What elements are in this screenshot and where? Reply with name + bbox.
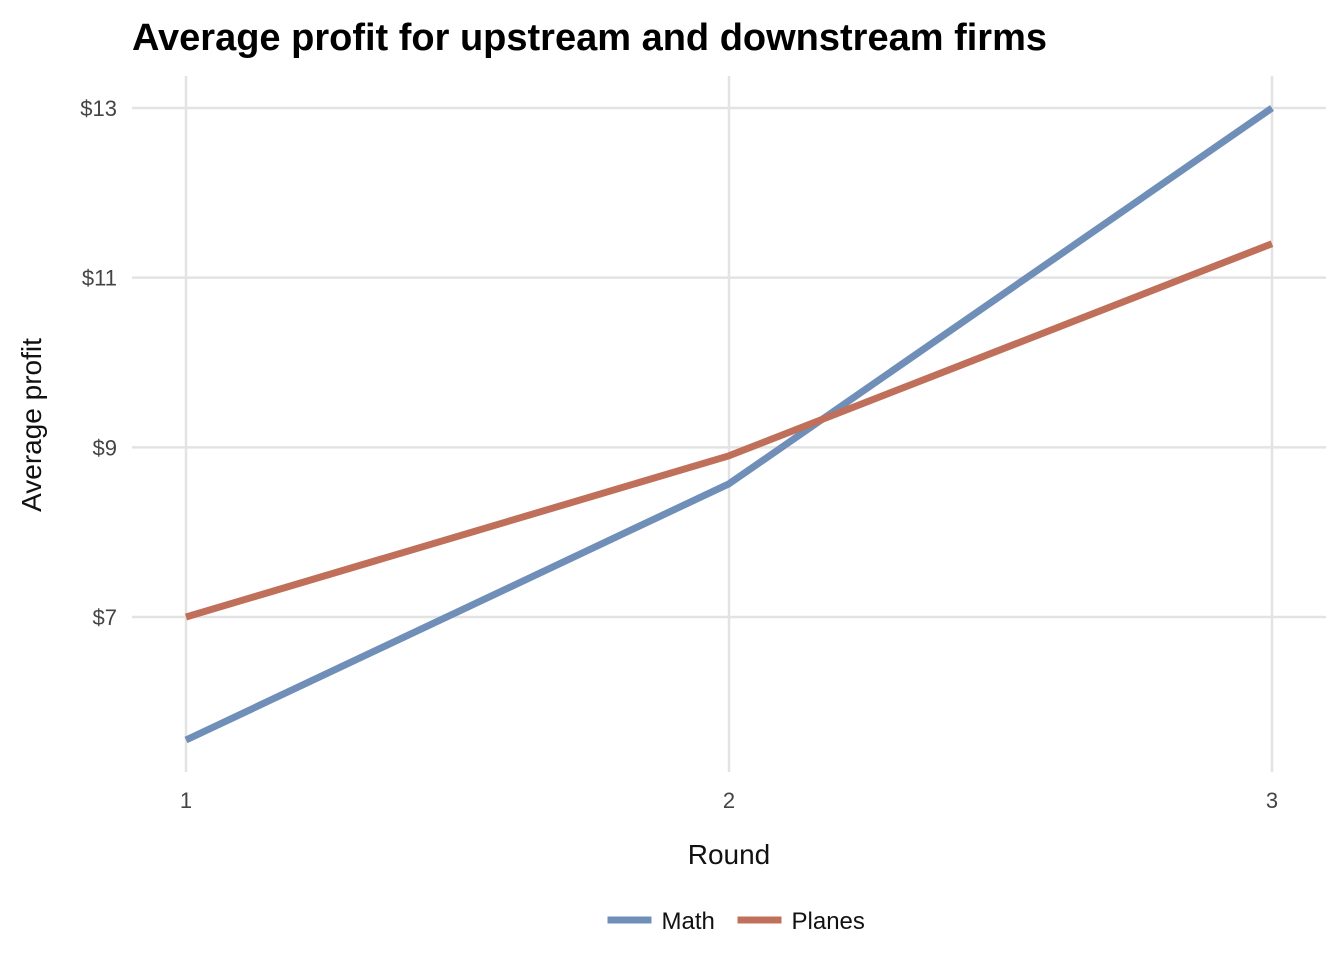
y-tick-label: $11 xyxy=(82,266,117,291)
x-axis-ticks: 1 2 3 xyxy=(180,788,1278,813)
x-tick-label: 1 xyxy=(180,788,192,813)
x-tick-label: 3 xyxy=(1266,788,1278,813)
y-tick-label: $13 xyxy=(80,96,117,121)
series-lines xyxy=(184,105,1274,744)
series-line-math xyxy=(184,105,1274,744)
y-tick-label: $7 xyxy=(93,605,117,630)
grid xyxy=(132,76,1326,772)
legend-label-math: Math xyxy=(662,908,715,935)
y-axis-ticks: $7 $9 $11 $13 xyxy=(80,96,117,630)
y-axis-title: Average profit xyxy=(16,338,47,512)
x-tick-label: 2 xyxy=(723,788,735,813)
series-line-planes xyxy=(185,240,1274,621)
chart-title: Average profit for upstream and downstre… xyxy=(132,17,1047,59)
y-tick-label: $9 xyxy=(93,435,117,460)
legend-label-planes: Planes xyxy=(792,908,865,935)
x-axis-title: Round xyxy=(688,839,771,870)
legend: Math Planes xyxy=(607,908,865,935)
